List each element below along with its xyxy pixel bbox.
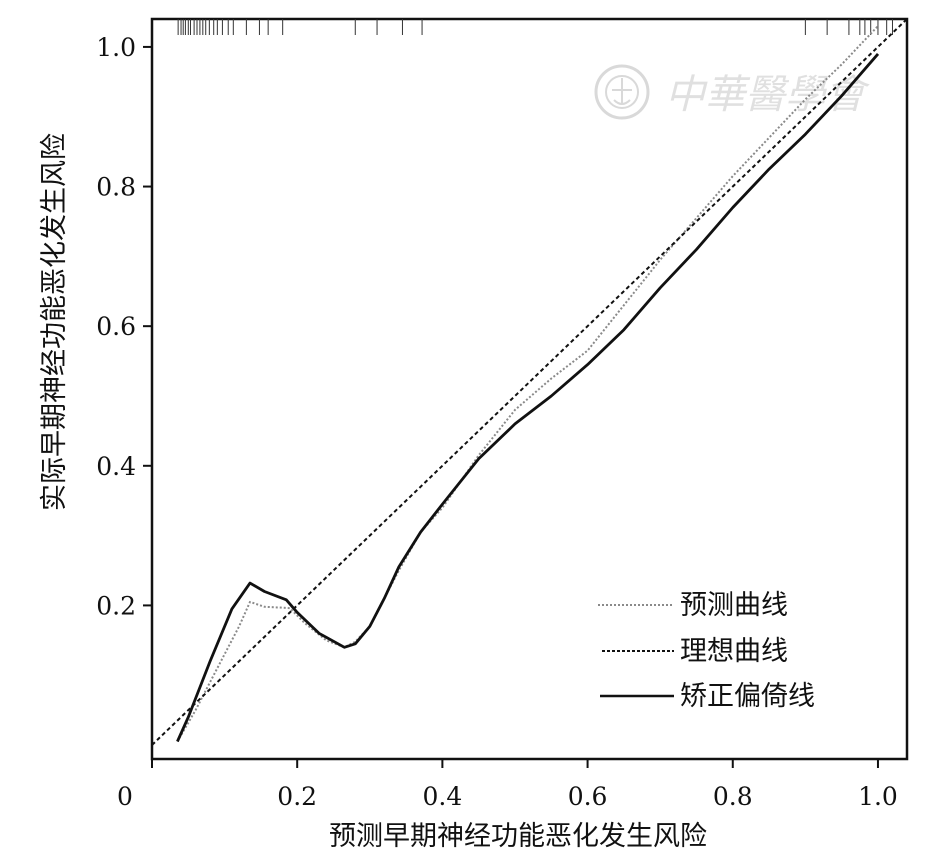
x-tick-label: 0.8 — [713, 782, 753, 811]
watermark-seal-icon — [594, 64, 650, 120]
watermark: 中華醫學會 — [594, 64, 870, 120]
y-tick-label: 0.4 — [96, 452, 136, 481]
series-lines — [151, 18, 908, 746]
legend-label-corrected: 矫正偏倚线 — [680, 681, 815, 712]
watermark-text: 中華醫學會 — [665, 72, 870, 118]
rug-marks — [177, 19, 893, 35]
x-axis-title: 预测早期神经功能恶化发生风险 — [329, 821, 707, 852]
y-tick-label: 0.6 — [96, 312, 136, 341]
y-axis-title: 实际早期神经功能恶化发生风险 — [39, 133, 70, 511]
x-tick-label: 0.4 — [423, 782, 463, 811]
legend: 预测曲线 理想曲线 矫正偏倚线 — [598, 590, 815, 712]
legend-label-predicted: 预测曲线 — [680, 590, 788, 621]
axis-ticks: 0 0.2 0.4 0.6 0.8 1.0 0.2 0.4 0.6 0.8 1.0 — [96, 33, 898, 811]
x-tick-label: 0.2 — [277, 782, 317, 811]
y-tick-label: 0.8 — [96, 173, 136, 202]
x-tick-label: 0 — [117, 782, 133, 811]
y-tick-label: 1.0 — [96, 33, 136, 62]
y-tick-label: 0.2 — [96, 591, 136, 620]
legend-label-ideal: 理想曲线 — [680, 636, 788, 667]
series-ideal-line — [151, 18, 908, 746]
x-tick-label: 1.0 — [858, 782, 898, 811]
plot-frame — [150, 17, 909, 761]
series-predicted-line — [176, 25, 879, 743]
x-tick-label: 0.6 — [568, 782, 608, 811]
series-corrected-line — [176, 52, 880, 743]
